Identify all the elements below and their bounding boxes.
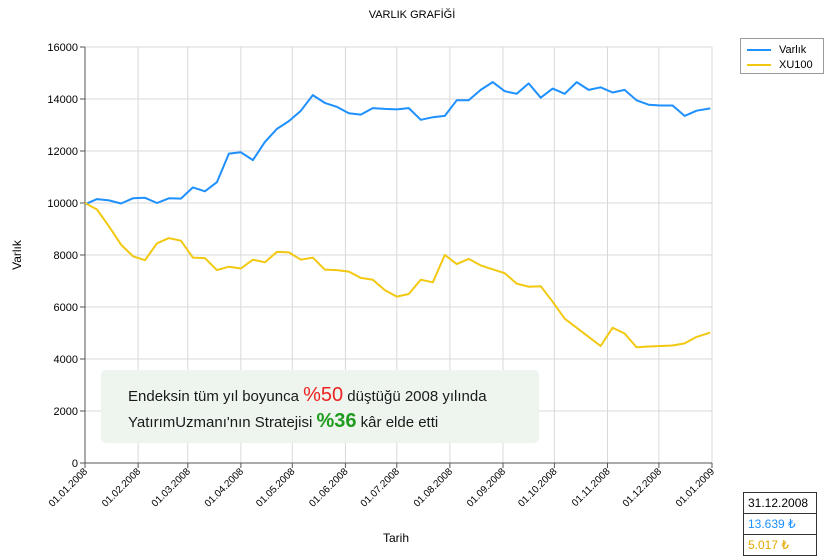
legend-label-varlik: Varlık bbox=[779, 43, 807, 56]
legend-swatch-xu100 bbox=[747, 63, 771, 66]
y-tick-label: 2000 bbox=[54, 406, 78, 418]
x-tick-label: 01.01.2008 bbox=[47, 466, 90, 509]
series-lines bbox=[84, 81, 711, 349]
x-tick-label: 01.03.2008 bbox=[150, 466, 193, 509]
y-tick-label: 14000 bbox=[47, 94, 78, 106]
chart-title: VARLIK GRAFİĞİ bbox=[369, 8, 456, 21]
x-tick-label: 01.05.2008 bbox=[254, 466, 297, 509]
x-tick-label: 01.08.2008 bbox=[412, 466, 455, 509]
callout-line1-prefix: Endeksin tüm yıl boyunca bbox=[128, 388, 304, 405]
legend-item-xu100: XU100 bbox=[747, 57, 823, 72]
x-tick-label: 01.02.2008 bbox=[100, 466, 143, 509]
y-axis-label: Varlık bbox=[10, 239, 24, 270]
x-tick-label: 01.12.2008 bbox=[621, 466, 664, 509]
y-tick-label: 4000 bbox=[54, 354, 78, 366]
x-tick-label: 01.06.2008 bbox=[307, 466, 350, 509]
info-xu100-value: 5.017 ₺ bbox=[748, 538, 789, 552]
x-tick-label: 01.11.2008 bbox=[570, 466, 613, 509]
legend-label-xu100: XU100 bbox=[779, 58, 813, 71]
series-line-varl-k bbox=[84, 81, 711, 206]
value-info-box: 31.12.2008 13.639 ₺ 5.017 ₺ bbox=[743, 492, 817, 556]
callout-line-2: YatırımUzmanı'nın Stratejisi %36 kâr eld… bbox=[128, 409, 539, 435]
series-line-xu100 bbox=[84, 202, 711, 349]
x-axis-label: Tarih bbox=[383, 531, 409, 545]
performance-callout: Endeksin tüm yıl boyunca %50 düştüğü 200… bbox=[101, 370, 539, 443]
y-tick-label: 6000 bbox=[54, 302, 78, 314]
legend-swatch-varlik bbox=[747, 48, 771, 51]
callout-line2-suffix: kâr elde etti bbox=[356, 414, 439, 431]
index-drop-percent: %50 bbox=[303, 384, 344, 406]
x-tick-label: 01.07.2008 bbox=[359, 466, 402, 509]
y-tick-label: 0 bbox=[72, 458, 78, 470]
callout-line-1: Endeksin tüm yıl boyunca %50 düştüğü 200… bbox=[128, 383, 539, 409]
info-varlik-value: 13.639 ₺ bbox=[744, 514, 816, 535]
callout-line2-prefix: YatırımUzmanı'nın Stratejisi bbox=[128, 414, 317, 431]
y-tick-label: 12000 bbox=[47, 146, 78, 158]
chart-legend: Varlık XU100 bbox=[740, 38, 824, 74]
x-tick-label: 01.09.2008 bbox=[465, 466, 508, 509]
info-date: 31.12.2008 bbox=[744, 493, 816, 514]
x-tick-label: 01.01.2009 bbox=[674, 466, 717, 509]
x-tick-label: 01.10.2008 bbox=[516, 466, 559, 509]
callout-line1-suffix: düştüğü 2008 yılında bbox=[343, 388, 487, 405]
y-tick-label: 8000 bbox=[54, 250, 78, 262]
strategy-gain-percent: %36 bbox=[316, 410, 357, 432]
legend-item-varlik: Varlık bbox=[747, 42, 823, 57]
x-tick-label: 01.04.2008 bbox=[203, 466, 246, 509]
y-tick-label: 10000 bbox=[47, 198, 78, 210]
y-tick-label: 16000 bbox=[47, 42, 78, 54]
